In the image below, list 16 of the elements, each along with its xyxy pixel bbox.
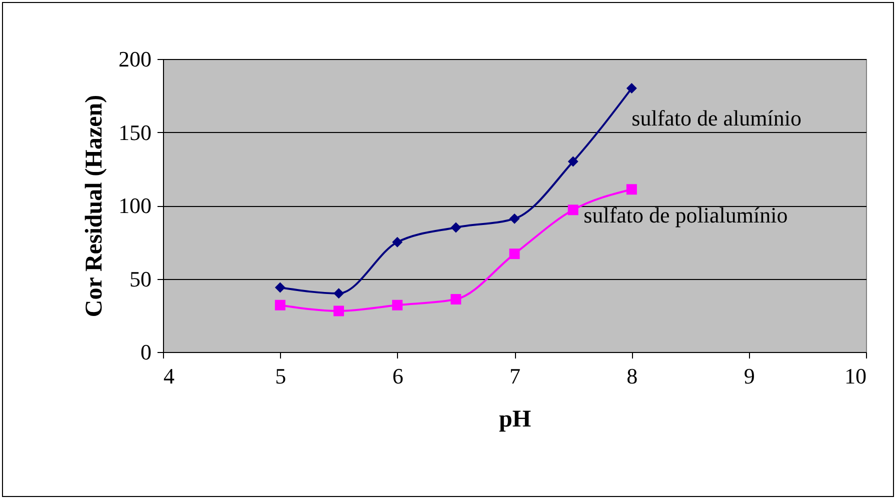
series-label: sulfato de alumínio <box>632 105 802 130</box>
y-tick-label: 100 <box>118 193 152 218</box>
x-tick-label: 8 <box>626 364 638 388</box>
y-tick-label: 50 <box>130 266 152 292</box>
x-tick-label: 6 <box>392 364 404 388</box>
x-tick-label: 5 <box>275 364 286 388</box>
y-axis-title: Cor Residual (Hazen) <box>82 94 108 318</box>
x-tick-label: 10 <box>844 364 866 388</box>
y-tick-label: 150 <box>118 120 152 145</box>
x-tick-label: 7 <box>510 364 520 388</box>
x-axis-title: pH <box>498 406 532 432</box>
y-tick-label: 200 <box>118 46 152 72</box>
x-tick-label: 9 <box>744 364 755 388</box>
series-label: sulfato de polialumínio <box>584 202 788 228</box>
y-tick-label: 0 <box>140 340 152 364</box>
x-tick-label: 4 <box>164 364 174 388</box>
